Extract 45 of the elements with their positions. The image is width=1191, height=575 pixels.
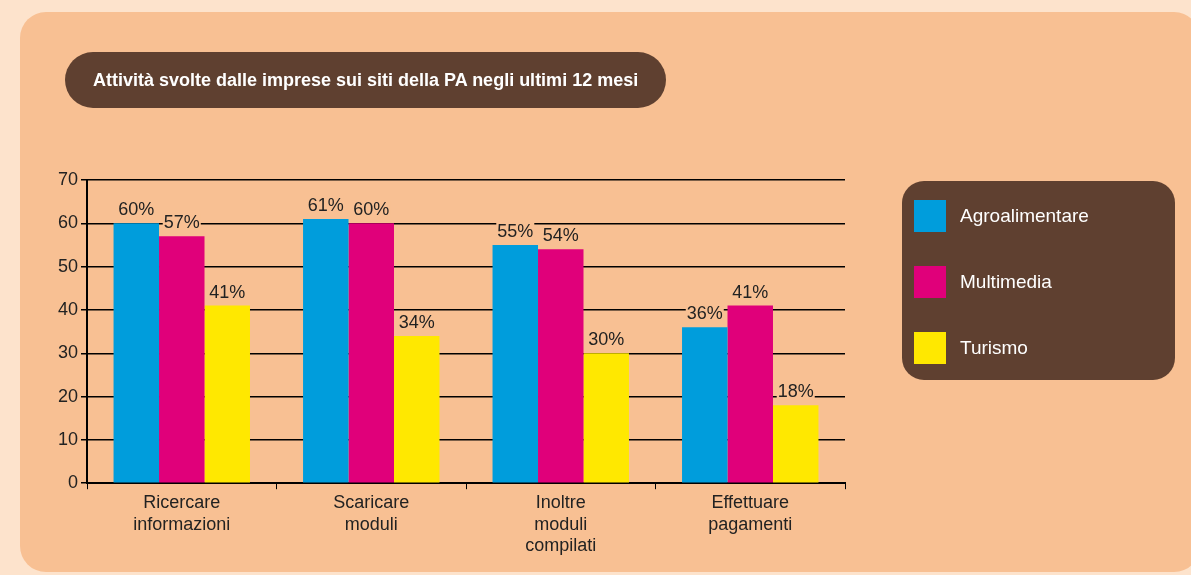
legend-label: Turismo (960, 336, 1028, 359)
category-label: Ricercare (143, 491, 221, 512)
data-label: 55% (497, 220, 534, 241)
bar (772, 405, 819, 483)
data-label: 41% (209, 281, 246, 302)
bar (682, 327, 728, 483)
data-label: 60% (118, 199, 155, 220)
bar (727, 305, 773, 483)
bar (113, 223, 160, 483)
bar (159, 236, 205, 483)
data-label: 34% (398, 311, 435, 332)
bar (204, 305, 250, 483)
data-label: 36% (686, 303, 723, 324)
y-tick-label: 60 (57, 212, 79, 233)
category-label: moduli (344, 513, 398, 534)
legend-label: Multimedia (960, 270, 1052, 293)
y-tick-label: 40 (57, 298, 79, 319)
bar (538, 249, 584, 483)
category-label: Inoltre (535, 491, 586, 512)
data-label: 30% (588, 329, 625, 350)
data-label: 41% (732, 281, 769, 302)
y-tick-label: 10 (57, 428, 79, 449)
y-tick-label: 30 (57, 342, 79, 363)
bar (492, 244, 539, 483)
bar (583, 353, 629, 483)
y-tick-label: 50 (57, 255, 79, 276)
data-label: 57% (163, 212, 200, 233)
category-label: informazioni (133, 513, 231, 534)
chart-title: Attività svolte dalle imprese sui siti della PA negli ultimi 12 mesi (65, 52, 667, 108)
y-tick-label: 0 (68, 472, 79, 493)
data-label: 61% (307, 194, 344, 215)
bar (394, 335, 440, 483)
category-label: Effettuare (711, 491, 790, 512)
category-label: compilati (525, 535, 597, 556)
y-tick-label: 20 (57, 385, 79, 406)
data-label: 18% (777, 381, 814, 402)
category-label: pagamenti (708, 513, 793, 534)
legend-label: Agroalimentare (960, 204, 1089, 227)
data-label: 60% (353, 199, 390, 220)
y-tick-label: 70 (57, 168, 79, 189)
category-label: Scaricare (333, 491, 410, 512)
data-label: 54% (542, 225, 579, 246)
bar (348, 223, 394, 483)
bar (303, 218, 349, 483)
category-label: moduli (534, 513, 588, 534)
